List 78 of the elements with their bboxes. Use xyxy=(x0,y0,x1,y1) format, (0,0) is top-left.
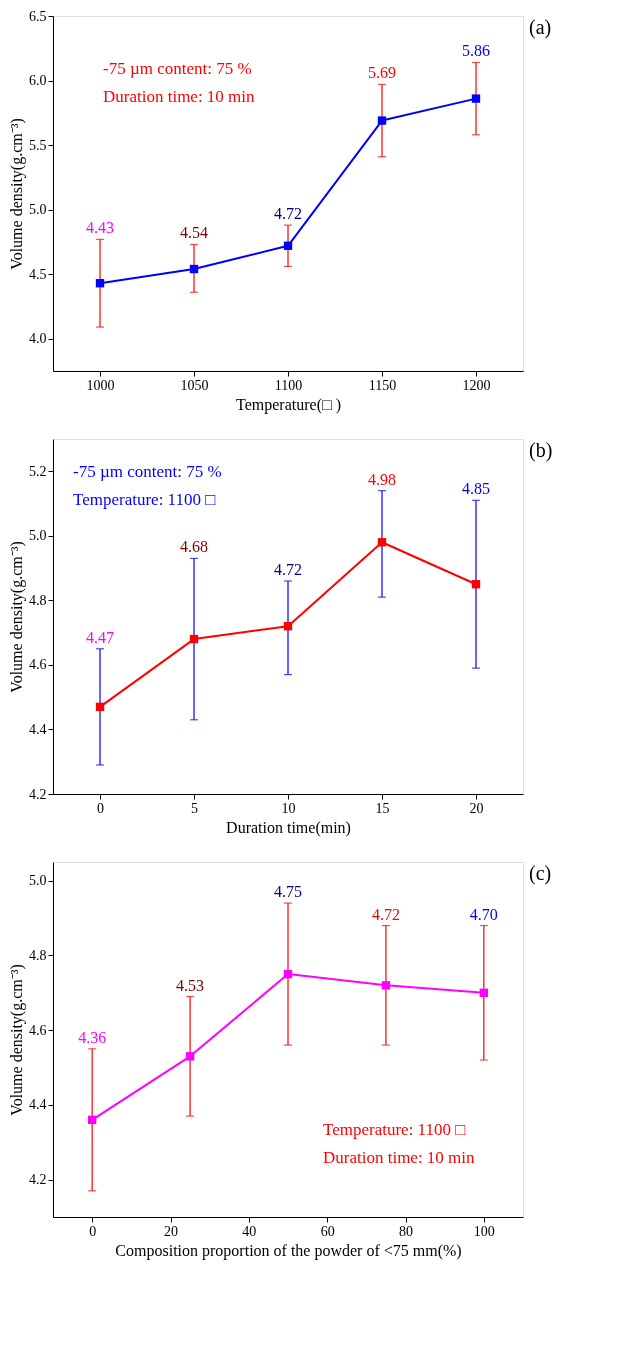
y-tick-label: 4.6 xyxy=(29,1022,47,1038)
x-tick-label: 1200 xyxy=(462,377,491,393)
annotation: 4.75 xyxy=(274,883,302,901)
annotation: 4.53 xyxy=(176,976,205,994)
x-tick-label: 0 xyxy=(97,800,104,816)
annotation: 4.43 xyxy=(86,219,114,237)
y-tick-label: 4.2 xyxy=(29,1172,47,1188)
annotation: Duration time: 10 min xyxy=(103,87,256,106)
annotation: 5.86 xyxy=(462,42,490,60)
x-tick-label: 5 xyxy=(191,800,198,816)
y-tick-label: 5.0 xyxy=(29,528,47,544)
point xyxy=(377,538,387,547)
point xyxy=(377,116,387,125)
point xyxy=(283,241,293,250)
y-tick-label: 4.2 xyxy=(29,786,47,802)
x-tick-label: 1100 xyxy=(274,377,303,393)
x-tick-label: 1000 xyxy=(86,377,115,393)
annotation: 4.98 xyxy=(368,470,396,488)
y-tick-label: 5.0 xyxy=(29,202,47,218)
y-tick-label: 5.5 xyxy=(29,137,47,153)
chart-title: (a) xyxy=(529,16,552,39)
annotation: 4.47 xyxy=(86,628,114,646)
annotation: 5.69 xyxy=(368,64,396,82)
point xyxy=(87,1115,97,1125)
annotation: 4.85 xyxy=(462,480,490,498)
y-axis-title: Volume density(g.cm⁻³) xyxy=(8,118,26,270)
x-tick-label: 15 xyxy=(375,800,390,816)
x-tick-label: 10 xyxy=(281,800,296,816)
y-tick-label: 6.0 xyxy=(29,73,47,89)
chart-title: (c) xyxy=(529,862,552,885)
x-axis-title: Temperature(□ ) xyxy=(236,395,341,414)
x-axis-title: Duration time(min) xyxy=(226,818,351,837)
annotation: -75 µm content: 75 % xyxy=(103,59,252,78)
y-tick-label: 4.5 xyxy=(29,266,47,282)
annotation: 4.70 xyxy=(469,905,498,923)
y-axis-title: Volume density(g.cm⁻³) xyxy=(8,964,26,1116)
annotation: 4.36 xyxy=(78,1028,107,1046)
y-tick-label: 4.6 xyxy=(29,657,47,673)
x-tick-label: 40 xyxy=(242,1223,257,1239)
x-tick-label: 80 xyxy=(399,1223,413,1239)
chart-title: (b) xyxy=(529,439,553,462)
point xyxy=(189,264,199,274)
y-axis-title: Volume density(g.cm⁻³) xyxy=(8,541,26,693)
annotation: 4.72 xyxy=(274,205,302,223)
x-tick-label: 60 xyxy=(320,1223,335,1239)
point xyxy=(471,94,481,103)
point xyxy=(95,279,105,288)
y-tick-label: 5.0 xyxy=(29,873,47,889)
y-tick-label: 4.4 xyxy=(29,721,47,737)
y-tick-label: 4.8 xyxy=(29,947,47,963)
point xyxy=(479,988,489,997)
point xyxy=(189,634,199,644)
y-tick-label: 4.4 xyxy=(29,1097,47,1113)
x-tick-label: 1150 xyxy=(368,377,397,393)
annotation: Duration time: 10 min xyxy=(323,1148,476,1167)
point xyxy=(471,580,481,589)
x-axis-title: Composition proportion of the powder of <75 mm(%) xyxy=(115,1241,462,1260)
annotation: Temperature: 1100 □ xyxy=(73,490,216,509)
y-tick-label: 5.2 xyxy=(29,463,47,479)
x-tick-label: 20 xyxy=(164,1223,178,1239)
x-tick-label: 100 xyxy=(473,1223,495,1239)
annotation: 4.72 xyxy=(371,905,400,923)
y-tick-label: 6.5 xyxy=(29,8,47,24)
annotation: 4.54 xyxy=(180,224,208,242)
point xyxy=(283,622,293,631)
x-tick-label: 20 xyxy=(469,800,484,816)
point xyxy=(381,981,391,990)
annotation: Temperature: 1100 □ xyxy=(323,1120,466,1139)
annotation: 4.68 xyxy=(180,538,208,556)
point xyxy=(185,1052,195,1061)
y-tick-label: 4.8 xyxy=(29,592,47,608)
point xyxy=(283,969,293,979)
point xyxy=(95,702,105,712)
y-tick-label: 4.0 xyxy=(29,331,47,347)
annotation: -75 µm content: 75 % xyxy=(73,462,222,481)
annotation: 4.72 xyxy=(274,561,302,578)
x-tick-label: 1050 xyxy=(180,377,209,393)
x-tick-label: 0 xyxy=(89,1223,97,1239)
